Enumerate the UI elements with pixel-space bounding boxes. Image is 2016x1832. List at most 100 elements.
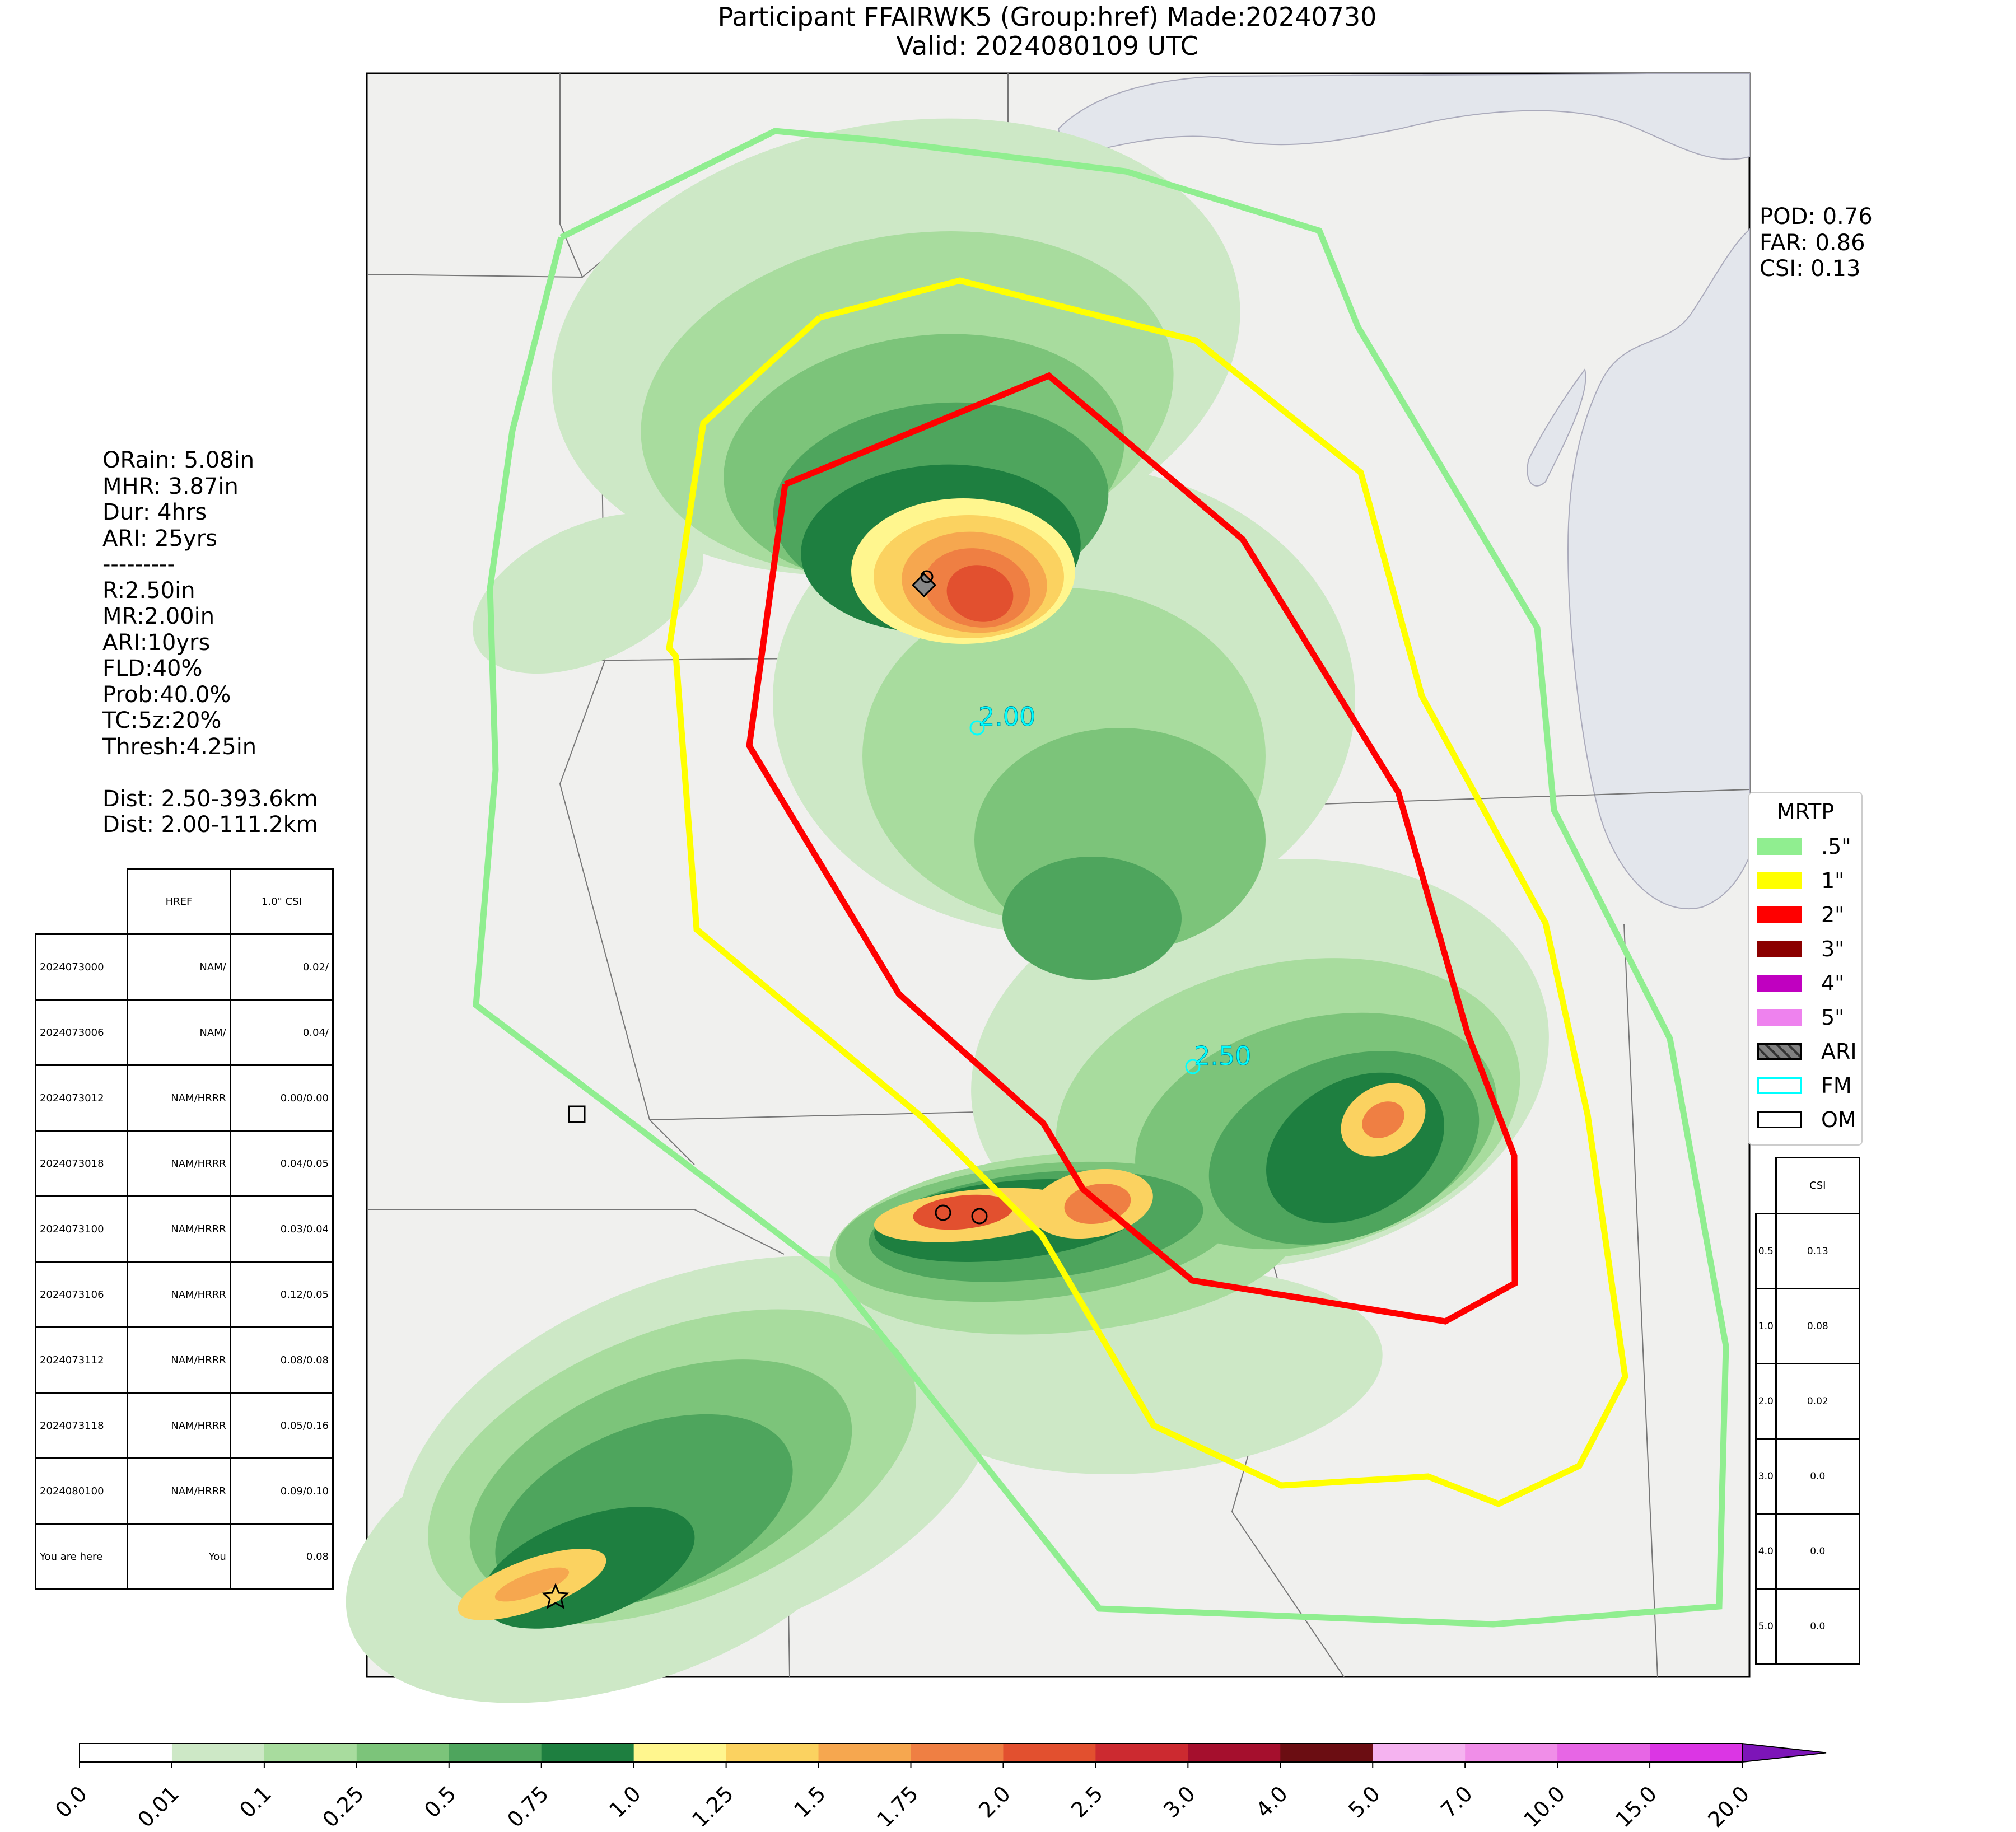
legend-swatch (1757, 1111, 1802, 1128)
csi-header: CSI (1775, 1157, 1861, 1214)
history-row: You are here You 0.08 (34, 1523, 334, 1590)
csi-row: 4.0 0.0 (1755, 1513, 1861, 1590)
history-row: 2024073018 NAM/HRRR 0.04/0.05 (34, 1130, 334, 1197)
contour-2in (746, 372, 1518, 1325)
history-cell: NAM/HRRR (127, 1064, 231, 1132)
csi-cell: 5.0 (1755, 1588, 1777, 1665)
csi-cell: 0.0 (1775, 1588, 1861, 1665)
stat-line: MHR: 3.87in (102, 473, 239, 499)
chart-title: Participant FFAIRWK5 (Group:href) Made:2… (717, 2, 1377, 32)
legend-label: ARI (1821, 1039, 1857, 1064)
history-row: 2024073006 NAM/0.04/ (34, 999, 334, 1066)
contour-label-2.50: 2.50 (1194, 1041, 1251, 1071)
history-cell: 2024073118 (34, 1392, 129, 1459)
history-cell: 2024073012 (34, 1064, 129, 1132)
stat-line: FLD:40% (102, 656, 203, 681)
history-cell: 0.04/0.05 (229, 1130, 334, 1197)
history-cell: NAM/HRRR (127, 1457, 231, 1525)
observation-markers (542, 570, 988, 1610)
legend-item: 2" (1757, 903, 1845, 927)
colorbar-segment (1188, 1744, 1281, 1762)
colorbar-segment (1557, 1744, 1650, 1762)
stat-line: Dur: 4hrs (102, 499, 207, 525)
history-row: 2024073118 NAM/HRRR 0.05/0.16 (34, 1392, 334, 1459)
legend-title: MRTP (1776, 800, 1835, 824)
legend-swatch (1757, 1043, 1802, 1060)
legend-item: OM (1757, 1107, 1856, 1132)
history-cell: 2024073106 (34, 1261, 129, 1328)
colorbar-segment (80, 1744, 172, 1762)
stat-line: ARI: 25yrs (102, 525, 217, 552)
legend-label: 3" (1821, 937, 1845, 961)
legend-swatch (1757, 975, 1802, 992)
colorbar (79, 1742, 1827, 1768)
stat-line: Thresh:4.25in (102, 733, 257, 760)
colorbar-segment (449, 1744, 542, 1762)
history-table: HREF 1.0" CSI 2024073000 NAM/0.02/202407300… (34, 868, 334, 1590)
legend-item: 3" (1757, 937, 1845, 961)
csi-cell: 0.08 (1775, 1288, 1861, 1364)
precip-area (494, 1567, 570, 1602)
state-border (1623, 923, 1658, 1677)
precip-area (946, 565, 1014, 622)
fm-circle (969, 720, 985, 736)
history-row: 2024073106 NAM/HRRR 0.12/0.05 (34, 1261, 334, 1328)
colorbar-segment (633, 1744, 727, 1762)
history-cell: NAM/ (127, 933, 231, 1001)
history-cell: 0.09/0.10 (229, 1457, 334, 1525)
legend-item: 5" (1757, 1005, 1845, 1030)
csi-table: CSI 0.5 0.13 1.0 0.08 2.0 0.02 3.0 0.0 4.0 0.0 5.0 0… (1755, 1157, 1861, 1665)
colorbar-segment (1003, 1744, 1096, 1762)
green-bay (1527, 368, 1586, 487)
precip-area (473, 513, 703, 674)
history-header: HREF (127, 868, 231, 935)
csi-cell: 0.0 (1775, 1513, 1861, 1590)
history-cell: 0.08 (229, 1523, 334, 1590)
legend-label: FM (1821, 1073, 1852, 1098)
colorbar-segment (171, 1744, 265, 1762)
colorbar-segment (1650, 1744, 1743, 1762)
forecast-stats: ORain: 5.08in MHR: 3.87in Dur: 4hrs ARI: 25… (102, 447, 318, 838)
stat-line: ORain: 5.08in (102, 447, 255, 473)
precip-area (1002, 857, 1182, 980)
legend-swatch (1757, 941, 1802, 957)
score-line: POD: 0.76 (1760, 204, 1873, 230)
csi-row: 5.0 0.0 (1755, 1588, 1861, 1665)
csi-cell: 1.0 (1755, 1288, 1777, 1364)
stat-line: R:2.50in (102, 577, 195, 604)
history-cell: NAM/HRRR (127, 1130, 231, 1197)
history-cell: NAM/HRRR (127, 1195, 231, 1263)
lake-michigan (1567, 228, 1750, 910)
csi-cell: 2.0 (1755, 1363, 1777, 1440)
csi-cell: 0.5 (1755, 1213, 1777, 1289)
csi-row: 2.0 0.02 (1755, 1363, 1861, 1440)
legend-swatch (1757, 1077, 1802, 1094)
csi-row: 1.0 0.08 (1755, 1288, 1861, 1364)
history-cell: 0.04/ (229, 999, 334, 1066)
history-cell: You are here (34, 1523, 129, 1590)
colorbar-segment (264, 1744, 357, 1762)
om-box (568, 1105, 586, 1123)
colorbar-segment (1465, 1744, 1558, 1762)
stat-line: ARI:10yrs (102, 629, 211, 656)
csi-cell: 0.13 (1775, 1213, 1861, 1289)
contour-0.5in (473, 128, 1729, 1628)
history-cell: 2024073100 (34, 1195, 129, 1263)
colorbar-segment (1373, 1744, 1466, 1762)
colorbar-segment (1095, 1744, 1188, 1762)
history-cell: NAM/ (127, 999, 231, 1066)
history-cell: NAM/HRRR (127, 1261, 231, 1328)
legend-label: 5" (1821, 1005, 1845, 1030)
colorbar-segment (911, 1744, 1004, 1762)
history-cell: 2024073000 (34, 933, 129, 1001)
stat-line: MR:2.00in (102, 604, 215, 629)
legend-item: .5" (1757, 834, 1851, 859)
contour-1in (666, 277, 1628, 1507)
stat-line: --------- (102, 552, 175, 577)
history-row: 2024073000 NAM/0.02/ (34, 933, 334, 1001)
stat-line: Dist: 2.50-393.6km (102, 786, 318, 812)
history-cell: 2024073018 (34, 1130, 129, 1197)
score-line: CSI: 0.13 (1760, 256, 1861, 282)
om-circle (935, 1204, 951, 1221)
contour-label-2.00: 2.00 (978, 702, 1035, 732)
